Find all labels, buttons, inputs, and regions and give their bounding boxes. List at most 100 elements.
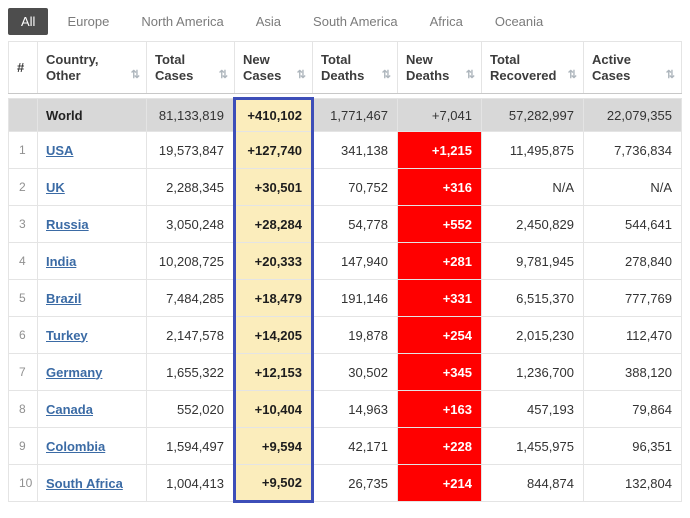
column-header-total-deaths[interactable]: Total Deaths ⇅ [312,41,398,94]
country-link[interactable]: Germany [46,364,103,380]
cell-total-cases: 552,020 [146,390,235,428]
column-header-label: Deaths [406,68,450,83]
cell-country: Colombia [37,427,147,465]
cell-rank: 3 [8,205,38,243]
tab-africa[interactable]: Africa [429,14,463,29]
cases-table: # Country, Other ⇅ Total Cases ⇅ New Cases ⇅ Total… [8,41,682,503]
cell-new-cases: +9,502 [233,464,314,503]
cell-country: Germany [37,353,147,391]
cell-new-deaths: +345 [397,353,482,391]
table-row: 6 Turkey 2,147,578 +14,205 19,878 +254 2,015,2… [8,316,682,354]
cell-country: Turkey [37,316,147,354]
column-header-label: Active [592,52,632,67]
world-label: World [46,107,83,123]
cell-country: World [37,98,147,132]
cell-new-cases: +10,404 [233,390,314,428]
world-row: World 81,133,819 +410,102 1,771,467 +7,041 57… [8,97,682,132]
cell-total-deaths: 147,940 [312,242,398,280]
cell-total-deaths: 30,502 [312,353,398,391]
header-row: # Country, Other ⇅ Total Cases ⇅ New Cases ⇅ Total… [8,41,682,94]
cell-new-cases: +410,102 [233,97,314,132]
cell-total-recovered: 9,781,945 [481,242,584,280]
cell-rank: 10 [8,464,38,502]
cell-new-cases: +14,205 [233,316,314,354]
column-header-active-cases[interactable]: Active Cases ⇅ [583,41,682,94]
cell-total-recovered: 457,193 [481,390,584,428]
sort-icon: ⇅ [130,69,140,81]
cell-country: Russia [37,205,147,243]
cell-country: UK [37,168,147,206]
tab-south-america[interactable]: South America [313,14,398,29]
column-header-label: Deaths [321,68,365,83]
cell-rank: 7 [8,353,38,391]
country-link[interactable]: Turkey [46,327,88,343]
cell-rank: 5 [8,279,38,317]
column-header-label: New [406,52,433,67]
country-link[interactable]: South Africa [46,475,123,491]
cell-new-cases: +127,740 [233,131,314,169]
column-header-total-cases[interactable]: Total Cases ⇅ [146,41,235,94]
column-header-label: # [17,60,25,75]
tab-all[interactable]: All [8,8,49,35]
cell-active-cases: 544,641 [583,205,682,243]
cell-total-cases: 2,147,578 [146,316,235,354]
country-link[interactable]: USA [46,142,74,158]
column-header-label: Cases [243,68,282,83]
cell-new-cases: +18,479 [233,279,314,317]
table-row: 1 USA 19,573,847 +127,740 341,138 +1,215 11,49… [8,131,682,169]
cell-total-recovered: 57,282,997 [481,98,584,132]
spacer-row [8,93,682,99]
tab-north-america[interactable]: North America [141,14,224,29]
cell-active-cases: 96,351 [583,427,682,465]
cell-total-cases: 3,050,248 [146,205,235,243]
cell-new-deaths: +214 [397,464,482,502]
cell-total-recovered: 6,515,370 [481,279,584,317]
cell-new-cases: +28,284 [233,205,314,243]
cell-new-deaths: +163 [397,390,482,428]
cell-country: Canada [37,390,147,428]
column-header-label: Total [155,52,186,67]
cell-total-recovered: 2,450,829 [481,205,584,243]
spacer-cell [8,93,682,99]
country-link[interactable]: India [46,253,77,269]
cell-total-cases: 19,573,847 [146,131,235,169]
column-header-label: Cases [592,68,631,83]
country-link[interactable]: Canada [46,401,93,417]
cell-total-cases: 81,133,819 [146,98,235,132]
cell-new-cases: +12,153 [233,353,314,391]
column-header-total-recovered[interactable]: Total Recovered ⇅ [481,41,584,94]
cell-total-cases: 1,004,413 [146,464,235,502]
cell-rank: 4 [8,242,38,280]
cell-active-cases: 22,079,355 [583,98,682,132]
cell-active-cases: 388,120 [583,353,682,391]
cell-active-cases: 278,840 [583,242,682,280]
country-link[interactable]: Brazil [46,290,82,306]
tab-europe[interactable]: Europe [67,14,110,29]
cell-total-recovered: 1,236,700 [481,353,584,391]
cell-new-deaths: +1,215 [397,131,482,169]
cell-total-deaths: 1,771,467 [312,98,398,132]
cell-total-cases: 7,484,285 [146,279,235,317]
table-row: 4 India 10,208,725 +20,333 147,940 +281 9,781,… [8,242,682,280]
cell-new-deaths: +552 [397,205,482,243]
cell-rank: 9 [8,427,38,465]
country-link[interactable]: UK [46,179,65,195]
tab-asia[interactable]: Asia [255,14,282,29]
column-header-new-deaths[interactable]: New Deaths ⇅ [397,41,482,94]
cell-rank [8,98,38,132]
table-body: World 81,133,819 +410,102 1,771,467 +7,041 57… [8,93,682,503]
table-row: 2 UK 2,288,345 +30,501 70,752 +316 N/A N/A [8,168,682,206]
country-link[interactable]: Colombia [46,438,106,454]
tab-oceania[interactable]: Oceania [494,14,544,29]
country-link[interactable]: Russia [46,216,89,232]
cell-total-cases: 1,594,497 [146,427,235,465]
column-header-label: New [243,52,270,67]
column-header-new-cases[interactable]: New Cases ⇅ [234,41,313,94]
table-row: 9 Colombia 1,594,497 +9,594 42,171 +228 1,455,… [8,427,682,465]
table-row: 10 South Africa 1,004,413 +9,502 26,735 +214 8… [8,464,682,503]
column-header-country[interactable]: Country, Other ⇅ [37,41,147,94]
cell-new-deaths: +254 [397,316,482,354]
region-tabs: All Europe North America Asia South America A… [8,8,682,35]
sort-icon: ⇅ [381,69,391,81]
